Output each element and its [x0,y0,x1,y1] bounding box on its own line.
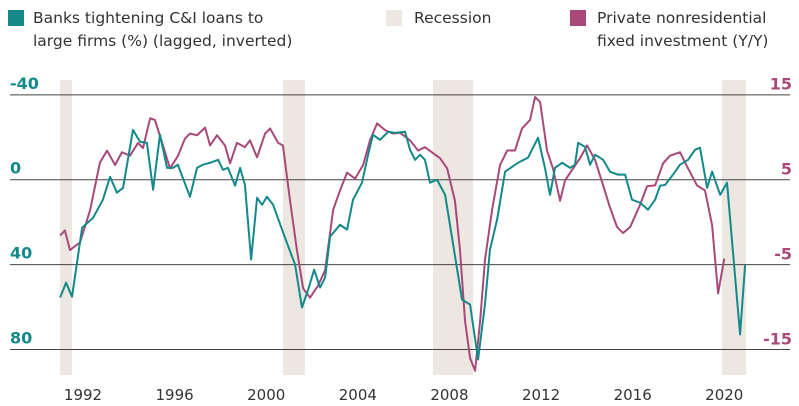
x-tick-label: 2004 [339,386,377,404]
y2-tick-label: 5 [781,159,792,178]
legend-label: Banks tightening C&I loans to large firm… [33,9,293,50]
y2-tick-label: -15 [763,329,792,348]
legend-label: Recession [414,9,492,27]
y2-tick-label: 15 [770,74,792,93]
legend-swatch [570,10,586,26]
x-tick-label: 2012 [522,386,560,404]
legend-swatch [386,10,402,26]
x-tick-label: 1992 [64,386,102,404]
x-tick-label: 2000 [247,386,285,404]
y-tick-label: -40 [10,74,39,93]
legend-swatch [8,10,24,26]
x-tick-label: 2020 [705,386,743,404]
recession-band [60,80,73,375]
y-tick-label: 40 [10,244,32,263]
series-line [59,128,747,361]
y-tick-label: 0 [10,159,21,178]
x-tick-label: 1996 [156,386,194,404]
legend-label: Private nonresidential fixed investment … [597,9,769,50]
y-tick-label: 80 [10,329,32,348]
x-tick-label: 2016 [614,386,652,404]
recession-band [721,80,747,375]
x-tick-label: 2008 [430,386,468,404]
y2-tick-label: -5 [774,244,792,263]
